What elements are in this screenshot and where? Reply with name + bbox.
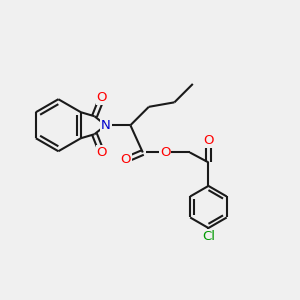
Text: O: O bbox=[97, 146, 107, 159]
Text: O: O bbox=[97, 91, 107, 104]
Text: N: N bbox=[101, 119, 110, 132]
Text: O: O bbox=[203, 134, 214, 147]
Text: O: O bbox=[120, 153, 131, 167]
Text: Cl: Cl bbox=[202, 230, 215, 243]
Text: O: O bbox=[160, 146, 170, 159]
